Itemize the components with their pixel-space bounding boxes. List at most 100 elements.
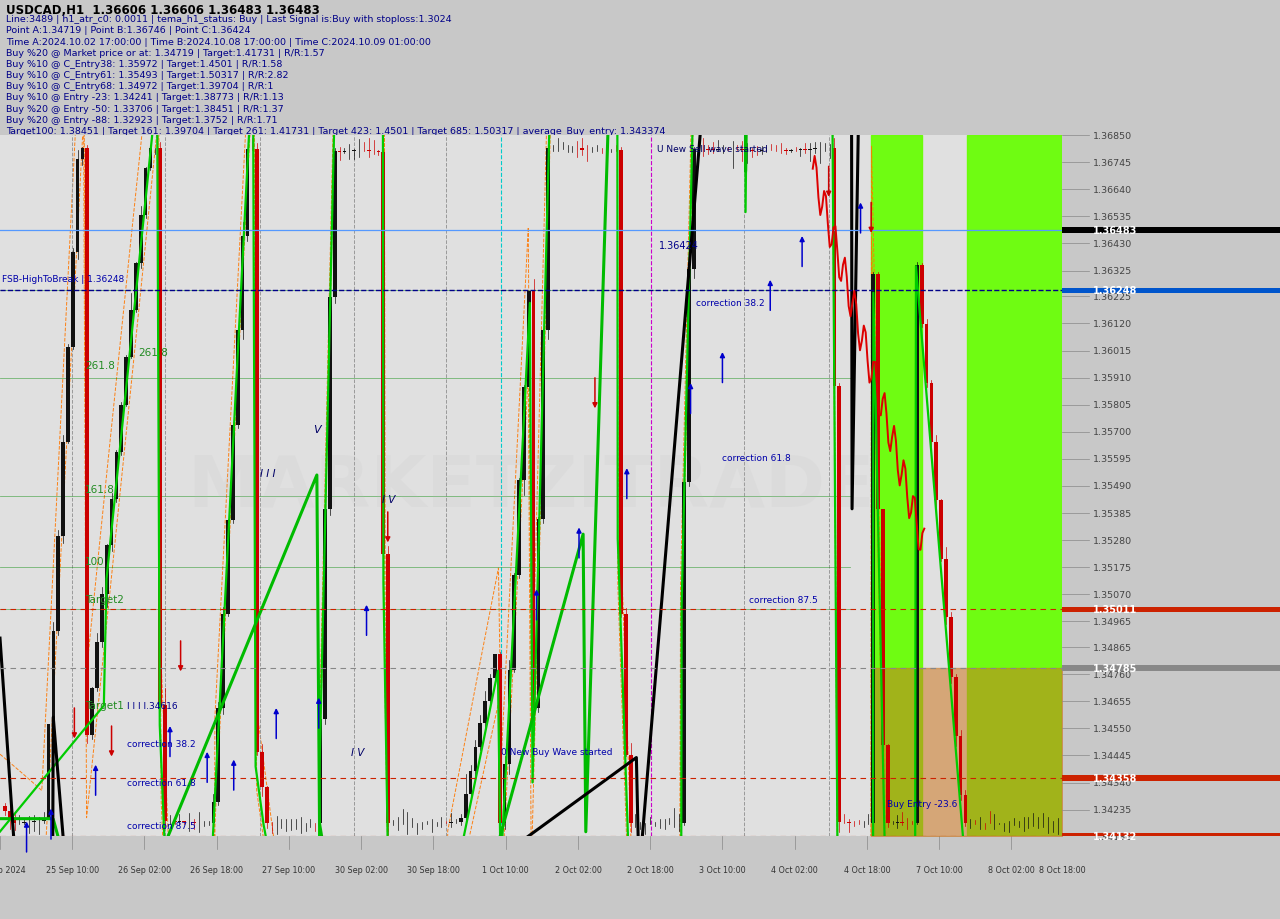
Text: 1.35490: 1.35490 — [1093, 482, 1132, 491]
Text: Point A:1.34719 | Point B:1.36746 | Point C:1.36424: Point A:1.34719 | Point B:1.36746 | Poin… — [6, 27, 251, 35]
Bar — [522, 387, 526, 481]
Text: Buy %10 @ Entry -23: 1.34241 | Target:1.38773 | R/R:1.13: Buy %10 @ Entry -23: 1.34241 | Target:1.… — [6, 94, 284, 102]
Bar — [61, 442, 65, 537]
Bar — [1062, 607, 1280, 613]
Text: 30 Sep 02:00: 30 Sep 02:00 — [334, 865, 388, 874]
Text: 1.36430: 1.36430 — [1093, 240, 1132, 249]
Bar — [468, 771, 472, 794]
Text: correction 87.5: correction 87.5 — [749, 596, 818, 605]
Bar — [110, 499, 114, 545]
Bar — [227, 520, 230, 614]
Text: 1.34655: 1.34655 — [1093, 697, 1132, 706]
Bar — [620, 151, 623, 614]
Text: Buy %10 @ C_Entry38: 1.35972 | Target:1.4501 | R/R:1.58: Buy %10 @ C_Entry38: 1.35972 | Target:1.… — [6, 60, 283, 69]
Text: 261.8: 261.8 — [138, 347, 168, 357]
Text: 1.34965: 1.34965 — [1093, 618, 1132, 626]
Text: Buy %10 @ C_Entry61: 1.35493 | Target:1.50317 | R/R:2.82: Buy %10 @ C_Entry61: 1.35493 | Target:1.… — [6, 71, 289, 80]
Text: 1.34235: 1.34235 — [1093, 805, 1132, 814]
Text: 1.34550: 1.34550 — [1093, 724, 1132, 733]
Bar — [76, 160, 79, 253]
Bar — [211, 802, 215, 823]
Bar — [832, 149, 836, 387]
Bar — [70, 253, 74, 347]
Bar — [687, 270, 691, 482]
Text: 1.36248: 1.36248 — [1093, 286, 1137, 296]
Bar — [881, 510, 884, 745]
Bar — [81, 149, 84, 160]
Text: MARKETZITRADE: MARKETZITRADE — [187, 451, 876, 520]
Bar — [56, 537, 60, 630]
Text: 2 Oct 18:00: 2 Oct 18:00 — [627, 865, 673, 874]
Text: Target100: 1.38451 | Target 161: 1.39704 | Target 261: 1.41731 | Target 423: 1.4: Target100: 1.38451 | Target 161: 1.39704… — [6, 127, 666, 136]
Bar — [8, 811, 12, 818]
Bar — [517, 481, 521, 575]
Bar — [1062, 289, 1280, 294]
Bar — [512, 575, 516, 671]
Text: 1.36120: 1.36120 — [1093, 320, 1132, 329]
Bar — [138, 216, 142, 264]
Text: Target1: Target1 — [84, 700, 124, 710]
Bar — [221, 614, 225, 709]
Bar — [328, 298, 332, 509]
Text: 8 Oct 18:00: 8 Oct 18:00 — [1039, 865, 1085, 874]
Bar — [940, 501, 943, 560]
Bar — [547, 149, 550, 331]
Bar — [837, 387, 841, 822]
Bar — [230, 425, 234, 520]
Bar — [948, 618, 952, 677]
Text: correction 38.2: correction 38.2 — [128, 740, 196, 749]
Bar — [959, 737, 963, 795]
Bar — [924, 324, 928, 384]
Bar — [115, 452, 118, 499]
Bar — [929, 384, 933, 442]
Bar — [1062, 834, 1280, 839]
Text: 1 Oct 10:00: 1 Oct 10:00 — [483, 865, 529, 874]
Text: Time A:2024.10.02 17:00:00 | Time B:2024.10.08 17:00:00 | Time C:2024.10.09 01:0: Time A:2024.10.02 17:00:00 | Time B:2024… — [6, 38, 431, 47]
Bar — [536, 519, 540, 708]
Bar — [493, 654, 497, 678]
Text: correction 87.5: correction 87.5 — [128, 821, 196, 830]
Text: 1.36015: 1.36015 — [1093, 346, 1132, 356]
Text: 1.35280: 1.35280 — [1093, 536, 1132, 545]
Text: 1.35070: 1.35070 — [1093, 590, 1132, 599]
Text: 261.8: 261.8 — [84, 360, 115, 370]
Bar — [945, 560, 947, 618]
Text: 0 New Buy Wave started: 0 New Buy Wave started — [502, 747, 613, 756]
Bar — [682, 482, 686, 823]
Bar — [872, 136, 922, 836]
Text: Buy %20 @ Entry -88: 1.32923 | Target:1.3752 | R/R:1.71: Buy %20 @ Entry -88: 1.32923 | Target:1.… — [6, 116, 278, 125]
Bar — [886, 745, 890, 823]
Bar — [319, 720, 323, 823]
Text: 1.34340: 1.34340 — [1093, 778, 1132, 788]
Bar — [124, 357, 128, 405]
Bar — [134, 264, 138, 311]
Bar — [623, 614, 627, 755]
Bar — [750, 151, 754, 152]
Bar — [333, 152, 337, 298]
Bar — [498, 654, 502, 823]
Text: 1.35175: 1.35175 — [1093, 563, 1132, 572]
Text: Buy %20 @ Market price or at: 1.34719 | Target:1.41731 | R/R:1.57: Buy %20 @ Market price or at: 1.34719 | … — [6, 49, 325, 58]
Text: 1.36325: 1.36325 — [1093, 267, 1132, 276]
Text: 26 Sep 18:00: 26 Sep 18:00 — [191, 865, 243, 874]
Bar — [785, 151, 787, 152]
Bar — [507, 671, 511, 765]
Bar — [915, 266, 919, 823]
Text: correction 38.2: correction 38.2 — [696, 299, 764, 308]
Text: 1.35805: 1.35805 — [1093, 401, 1132, 410]
Bar — [964, 795, 968, 823]
Text: FSB-HighToBreak | 1.36248: FSB-HighToBreak | 1.36248 — [3, 275, 124, 284]
Text: 24 Sep 2024: 24 Sep 2024 — [0, 865, 26, 874]
Bar — [148, 149, 152, 169]
Bar — [323, 509, 326, 720]
Bar — [1062, 228, 1280, 233]
Text: 27 Sep 10:00: 27 Sep 10:00 — [262, 865, 316, 874]
Bar — [877, 274, 879, 510]
Bar — [216, 709, 220, 802]
Bar — [527, 292, 531, 387]
Bar — [91, 688, 93, 735]
Text: I I I: I I I — [260, 469, 275, 479]
Bar — [255, 151, 259, 753]
Bar — [51, 630, 55, 724]
Bar — [67, 347, 70, 442]
